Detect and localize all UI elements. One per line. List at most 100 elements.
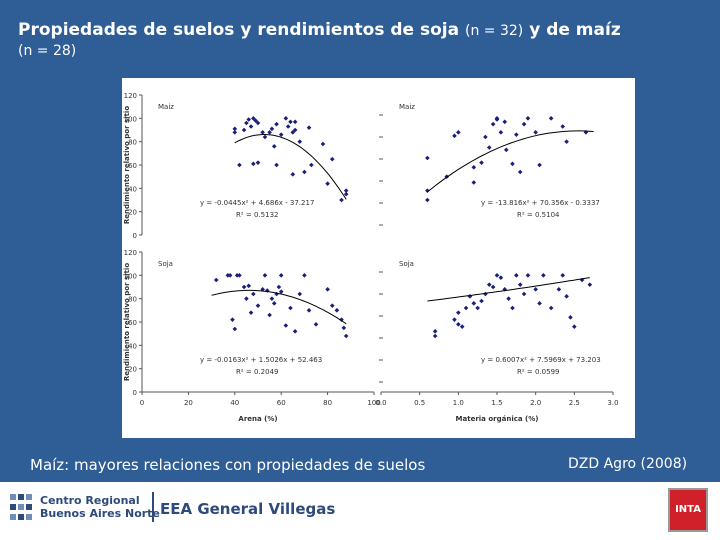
soja-arena-data-point	[255, 303, 261, 308]
soja-mo-data-point	[548, 305, 554, 311]
soja-mo-equation: y = 0.6007x² + 7.5969x + 73.203	[481, 356, 601, 364]
soja-arena-data-point	[278, 273, 284, 278]
soja-arena-data-point	[334, 308, 340, 313]
soja-mo-xtick-label: 0.0	[375, 399, 386, 407]
maiz-arena-data-point	[283, 116, 289, 121]
soja-mo-data-point	[486, 282, 492, 287]
maiz-arena-data-point	[325, 181, 330, 186]
maiz-arena-data-point	[309, 162, 314, 168]
soja-arena-trend-curve	[211, 289, 347, 325]
soja-arena-data-point	[339, 317, 344, 322]
maiz-mo-data-point	[548, 116, 554, 121]
maiz-mo-equation: y = -13.816x² + 70.356x - 0.3337	[481, 199, 600, 207]
soja-arena-xtick-label: 20	[184, 399, 193, 407]
centro-line2: Buenos Aires Norte	[40, 507, 160, 520]
centro-regional-logo-icon	[10, 494, 32, 520]
soja-arena-data-point	[225, 273, 231, 278]
maiz-arena-trend-curve	[234, 134, 347, 200]
maiz-arena-ytick-label: 80	[128, 139, 137, 147]
maiz-mo-data-point	[471, 180, 477, 185]
soja-mo-trend-curve	[427, 277, 590, 302]
maiz-mo-data-point	[483, 134, 488, 140]
eea-name: EEA General Villegas	[160, 500, 336, 518]
soja-arena-data-point	[213, 277, 219, 283]
maiz-arena-data-point	[274, 162, 279, 168]
caption: Maíz: mayores relaciones con propiedades…	[30, 456, 426, 474]
soja-mo-xtick-label: 3.0	[607, 399, 618, 407]
soja-mo-data-point	[506, 296, 511, 301]
maiz-arena-ylabel: Rendimiento relativo por sitio	[123, 106, 131, 224]
soja-mo-data-point	[498, 275, 504, 280]
centro-regional-text: Centro Regional Buenos Aires Norte	[40, 494, 160, 520]
maiz-arena-data-point	[253, 118, 258, 123]
maiz-mo-data-point	[533, 130, 538, 135]
soja-arena-ytick-label: 120	[124, 249, 137, 257]
soja-arena-ytick-label: 100	[124, 272, 137, 280]
maiz-mo-trend-curve	[427, 130, 594, 193]
maiz-arena-data-point	[246, 117, 252, 122]
soja-mo-xlabel: Materia orgánica (%)	[456, 415, 539, 423]
soja-arena-data-point	[329, 303, 335, 308]
maiz-mo-data-point	[486, 145, 492, 150]
chart-panel: 0 20 40 60 80 100 120 Rendimiento relativo por …	[122, 78, 635, 438]
credit: DZD Agro (2008)	[568, 456, 688, 472]
maiz-arena-panel-title: Maiz	[158, 103, 174, 111]
title-main: Propiedades de suelos y rendimientos de …	[18, 20, 460, 40]
soja-arena-data-point	[278, 289, 284, 294]
maiz-arena-data-point	[251, 161, 256, 167]
maiz-mo-data-point	[514, 132, 519, 137]
maiz-mo-data-point	[517, 169, 523, 175]
maiz-mo-data-point	[521, 121, 527, 127]
maiz-arena-data-point	[248, 124, 254, 129]
soja-mo-data-point	[572, 324, 577, 329]
soja-mo-data-point	[564, 294, 569, 299]
maiz-arena-ytick-label: 0	[133, 232, 137, 240]
maiz-arena-data-point	[285, 124, 291, 129]
maiz-arena-data-point	[241, 127, 247, 133]
soja-mo-data-point	[510, 305, 515, 311]
soja-arena-data-point	[248, 310, 254, 315]
soja-arena-data-point	[237, 273, 242, 278]
soja-arena-xtick-label: 0	[140, 399, 144, 407]
soja-mo-data-point	[568, 315, 573, 320]
maiz-arena-r2: R² = 0.5132	[236, 211, 278, 219]
title-mid: y de maíz	[529, 20, 621, 40]
soja-mo-data-point	[514, 273, 519, 278]
maiz-arena-data-point	[343, 188, 349, 193]
soja-arena-data-point	[230, 317, 235, 322]
maiz-arena-data-point	[343, 191, 349, 197]
soja-mo-panel-title: Soja	[399, 260, 414, 268]
soja-mo-data-point	[494, 273, 500, 278]
soja-arena-ytick-label: 20	[128, 366, 137, 374]
maiz-arena-data-point	[297, 139, 303, 144]
soja-arena-ytick-label: 40	[128, 342, 137, 350]
soja-mo-data-point	[537, 301, 542, 306]
soja-mo-xtick-label: 2.0	[530, 399, 541, 407]
maiz-mo-data-point	[452, 133, 457, 139]
maiz-arena-ytick-label: 60	[128, 162, 137, 170]
maiz-arena-data-point	[302, 169, 307, 175]
soja-arena-data-point	[244, 296, 249, 301]
footer-separator	[152, 492, 154, 522]
soja-mo-data-point	[475, 305, 480, 311]
inta-logo: INTA	[668, 488, 708, 532]
maiz-arena-data-point	[292, 127, 298, 133]
maiz-mo-r2: R² = 0.5104	[517, 211, 560, 219]
maiz-arena-data-point	[267, 130, 272, 135]
maiz-arena-data-point	[271, 144, 277, 149]
soja-arena-data-point	[343, 333, 349, 339]
soja-arena-panel-title: Soja	[158, 260, 173, 268]
maiz-arena-data-point	[260, 130, 265, 135]
maiz-mo-data-point	[564, 139, 569, 144]
maiz-mo-data-point	[494, 116, 500, 121]
soja-mo-data-point	[479, 298, 484, 304]
soja-arena-xtick-label: 100	[367, 399, 380, 407]
maiz-arena-data-point	[262, 134, 268, 140]
soja-arena-data-point	[297, 291, 303, 297]
maiz-mo-data-point	[560, 124, 566, 129]
soja-arena-data-point	[251, 291, 256, 297]
maiz-mo-data-point	[502, 119, 508, 125]
soja-mo-data-point	[456, 322, 461, 327]
maiz-mo-data-point	[456, 130, 461, 135]
maiz-mo-data-point	[425, 155, 430, 161]
